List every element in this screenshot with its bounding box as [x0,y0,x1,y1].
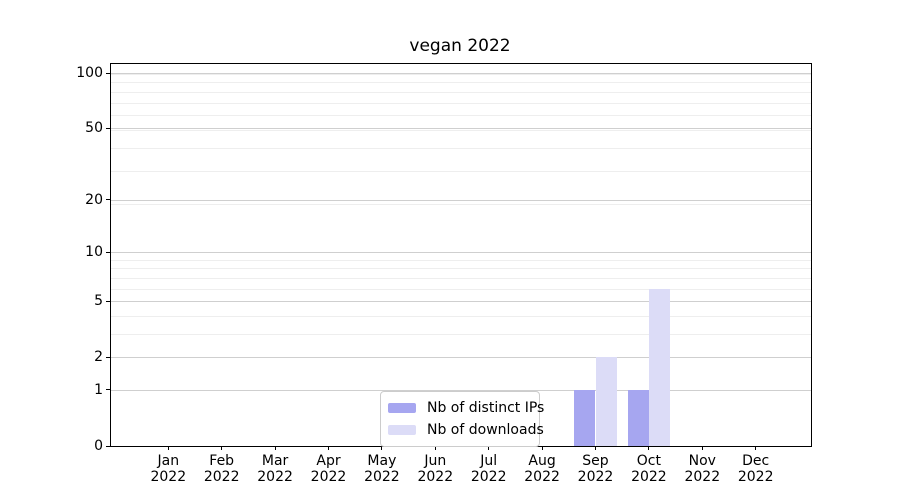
y-tick-label: 2 [94,349,103,366]
x-tick-label: Jun 2022 [417,453,454,485]
y-tick-label: 1 [94,381,103,398]
legend-item-distinct-ips: Nb of distinct IPs [388,397,544,419]
y-tick-mark [106,72,110,74]
y-tick-label: 20 [85,191,103,208]
y-tick-mark [106,389,110,391]
bar-distinct-ips [574,389,596,446]
minor-gridline [111,129,811,131]
y-tick-mark [106,199,110,201]
major-gridline [111,301,811,303]
minor-gridline [111,268,811,270]
minor-gridline [111,102,811,104]
x-tick-label: Dec 2022 [737,453,774,485]
y-tick-label: 100 [76,65,103,82]
x-tick-mark [701,446,703,450]
bar-downloads [648,288,671,446]
major-gridline [111,73,811,75]
minor-gridline [111,315,811,317]
bar-distinct-ips [627,389,649,446]
chart-title: vegan 2022 [409,36,511,56]
major-gridline [111,357,811,359]
major-gridline [111,389,811,391]
y-tick-label: 0 [94,438,103,454]
x-tick-mark [167,446,169,450]
y-tick-mark [106,251,110,253]
y-tick-label: 5 [94,293,103,310]
x-tick-label: May 2022 [364,453,400,485]
y-tick-label: 50 [85,120,103,137]
x-tick-mark [488,446,490,450]
minor-gridline [111,82,811,84]
minor-gridline [111,277,811,279]
x-tick-mark [755,446,757,450]
legend-swatch-downloads [388,425,416,435]
minor-gridline [111,115,811,117]
x-tick-mark [434,446,436,450]
x-tick-label: Sep 2022 [577,453,614,485]
minor-gridline [111,333,811,335]
major-gridline [111,199,811,201]
y-tick-mark [106,300,110,302]
legend-swatch-distinct-ips [388,403,416,413]
x-tick-mark [221,446,223,450]
x-tick-mark [328,446,329,450]
y-tick-mark [106,127,110,129]
legend-item-downloads: Nb of downloads [388,419,544,441]
y-tick-label: 10 [85,244,103,261]
major-gridline [111,128,811,130]
minor-gridline [111,91,811,93]
x-tick-label: Aug 2022 [524,453,560,485]
plot-area: 0 1 2 5 10 20 50 100 Jan 2022 Feb 2022 Mar 2022 Apr… [76,63,812,485]
minor-gridline [111,203,811,205]
x-tick-mark [541,446,543,450]
y-tick-mark [106,356,110,358]
x-tick-label: Jan 2022 [150,453,187,485]
minor-gridline [111,171,811,173]
legend-label-distinct-ips: Nb of distinct IPs [427,400,545,416]
x-tick-mark [595,446,596,450]
x-tick-label: Apr 2022 [310,453,347,485]
x-tick-mark [648,446,650,450]
legend-label-downloads: Nb of downloads [427,422,544,438]
minor-gridline [111,288,811,290]
legend: Nb of distinct IPs Nb of downloads [380,391,544,447]
minor-gridline [111,147,811,149]
minor-gridline [111,73,811,75]
x-tick-label: Feb 2022 [203,453,240,485]
minor-gridline [111,259,811,261]
x-tick-label: Nov 2022 [684,453,721,485]
x-tick-label: Jul 2022 [470,453,507,485]
x-tick-label: Oct 2022 [631,453,667,485]
x-tick-mark [381,446,383,450]
major-gridline [111,252,811,254]
y-tick-mark [106,445,110,447]
bar-downloads [595,357,617,446]
x-tick-mark [274,446,276,450]
x-tick-label: Mar 2022 [257,453,293,485]
